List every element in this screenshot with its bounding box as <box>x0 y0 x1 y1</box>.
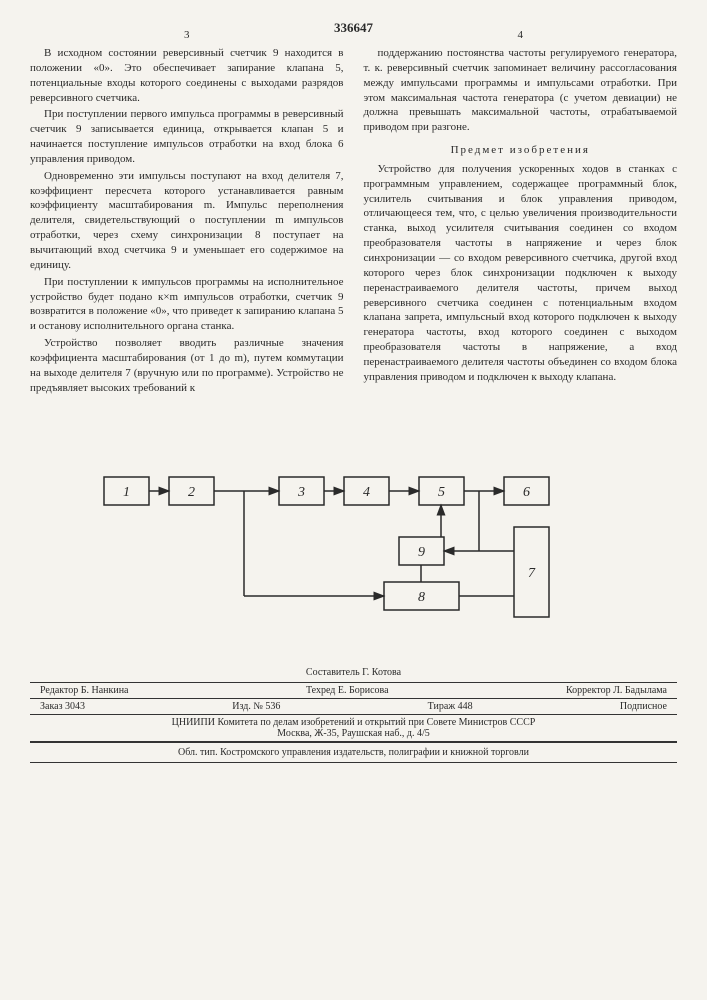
composer: Составитель Г. Котова <box>30 667 677 678</box>
subscription: Подписное <box>620 701 667 712</box>
text-columns: 3 В исходном состоянии реверсивный счетч… <box>30 46 677 397</box>
footer-editors: Редактор Б. Нанкина Техред Е. Борисова К… <box>30 682 677 698</box>
svg-text:7: 7 <box>528 566 536 581</box>
svg-text:6: 6 <box>523 485 530 500</box>
org-line1: ЦНИИПИ Комитета по делам изобретений и о… <box>40 717 667 728</box>
svg-text:3: 3 <box>297 485 305 500</box>
svg-text:4: 4 <box>363 485 370 500</box>
left-column: 3 В исходном состоянии реверсивный счетч… <box>30 46 344 397</box>
left-p5: Устройство позволяет вводить различные з… <box>30 336 344 395</box>
block-diagram: 1 2 3 4 5 6 9 8 7 <box>74 437 634 637</box>
order-num: Заказ 3043 <box>40 701 85 712</box>
left-p1: В исходном состоянии реверсивный счетчик… <box>30 46 344 105</box>
circulation: Тираж 448 <box>428 701 473 712</box>
editor: Редактор Б. Нанкина <box>40 685 128 696</box>
diagram-svg: 1 2 3 4 5 6 9 8 7 <box>74 437 634 637</box>
footer: Составитель Г. Котова Редактор Б. Нанкин… <box>30 667 677 763</box>
right-p2: Устройство для получения ускоренных ходо… <box>364 162 678 385</box>
left-p3: Одновременно эти импульсы поступают на в… <box>30 169 344 273</box>
right-column: 4 поддержанию постоянства частоты регули… <box>364 46 678 397</box>
right-p1: поддержанию постоянства частоты регулиру… <box>364 46 678 135</box>
footer-org: ЦНИИПИ Комитета по делам изобретений и о… <box>30 714 677 741</box>
svg-text:1: 1 <box>123 485 130 500</box>
section-title: Предмет изобретения <box>364 143 678 158</box>
footer-print-info: Заказ 3043 Изд. № 536 Тираж 448 Подписно… <box>30 698 677 714</box>
svg-text:8: 8 <box>418 590 425 605</box>
col-number-left: 3 <box>184 28 190 43</box>
svg-text:5: 5 <box>438 485 445 500</box>
left-p2: При поступлении первого импульса програм… <box>30 107 344 166</box>
left-p4: При поступлении к импульсов программы на… <box>30 275 344 334</box>
col-number-right: 4 <box>518 28 524 43</box>
svg-text:2: 2 <box>188 485 195 500</box>
document-number: 336647 <box>30 20 677 36</box>
org-line2: Москва, Ж-35, Раушская наб., д. 4/5 <box>40 728 667 739</box>
tech-editor: Техред Е. Борисова <box>306 685 389 696</box>
edition-num: Изд. № 536 <box>232 701 280 712</box>
corrector: Корректор Л. Бадылама <box>566 685 667 696</box>
svg-text:9: 9 <box>418 545 425 560</box>
footer-printer: Обл. тип. Костромского управления издате… <box>30 741 677 763</box>
